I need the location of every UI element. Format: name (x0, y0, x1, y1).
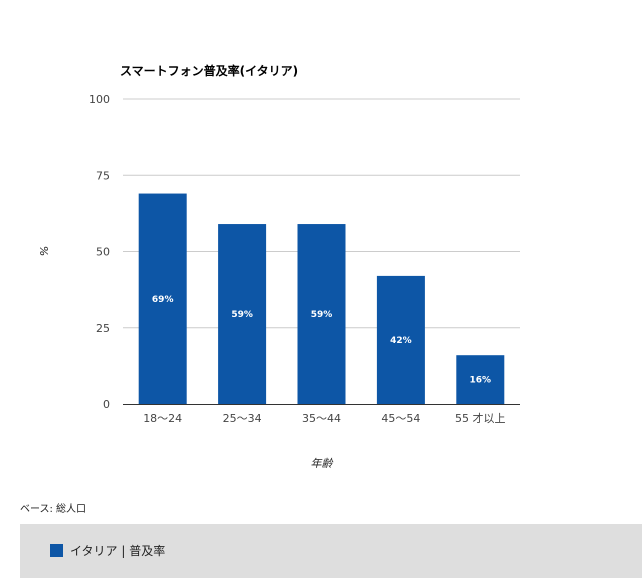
x-tick-label: 18～24 (143, 412, 182, 425)
source-note: ベース: 総人口 (20, 504, 87, 515)
bar-chart: スマートフォン普及率(イタリア) 0 25 50 75 100 69% 59% 59% 42%… (38, 63, 520, 470)
bar (138, 193, 187, 404)
bar-data-label: 59% (231, 310, 253, 320)
y-tick-label: 50 (96, 246, 110, 259)
y-tick-label: 100 (89, 93, 110, 106)
x-axis-title: 年齢 (311, 457, 334, 470)
y-tick-label: 25 (96, 322, 110, 335)
y-tick-label: 0 (103, 398, 110, 411)
x-tick-label: 35～44 (302, 412, 341, 425)
bar (218, 224, 267, 404)
x-axis-ticks: 18～24 25～34 35～44 45～54 55 才以上 (143, 411, 505, 425)
legend: イタリア | 普及率 (20, 524, 642, 578)
legend-label: イタリア | 普及率 (70, 544, 166, 558)
x-tick-label: 45～54 (381, 412, 420, 425)
y-tick-label: 75 (96, 169, 110, 182)
y-axis-title: % (38, 246, 51, 256)
chart-title: スマートフォン普及率(イタリア) (120, 63, 298, 78)
bar-data-label: 59% (311, 310, 333, 320)
bar-data-label: 42% (390, 336, 412, 346)
x-tick-label: 25～34 (223, 412, 262, 425)
bar (456, 355, 505, 404)
legend-swatch (50, 544, 63, 557)
x-tick-label: 55 才以上 (455, 411, 506, 425)
bar (297, 224, 346, 404)
bar (376, 275, 425, 404)
bars: 69% 59% 59% 42% 16% (138, 193, 505, 404)
bar-data-label: 69% (152, 295, 174, 305)
y-axis-ticks: 0 25 50 75 100 (89, 93, 110, 411)
bar-data-label: 16% (470, 376, 492, 386)
